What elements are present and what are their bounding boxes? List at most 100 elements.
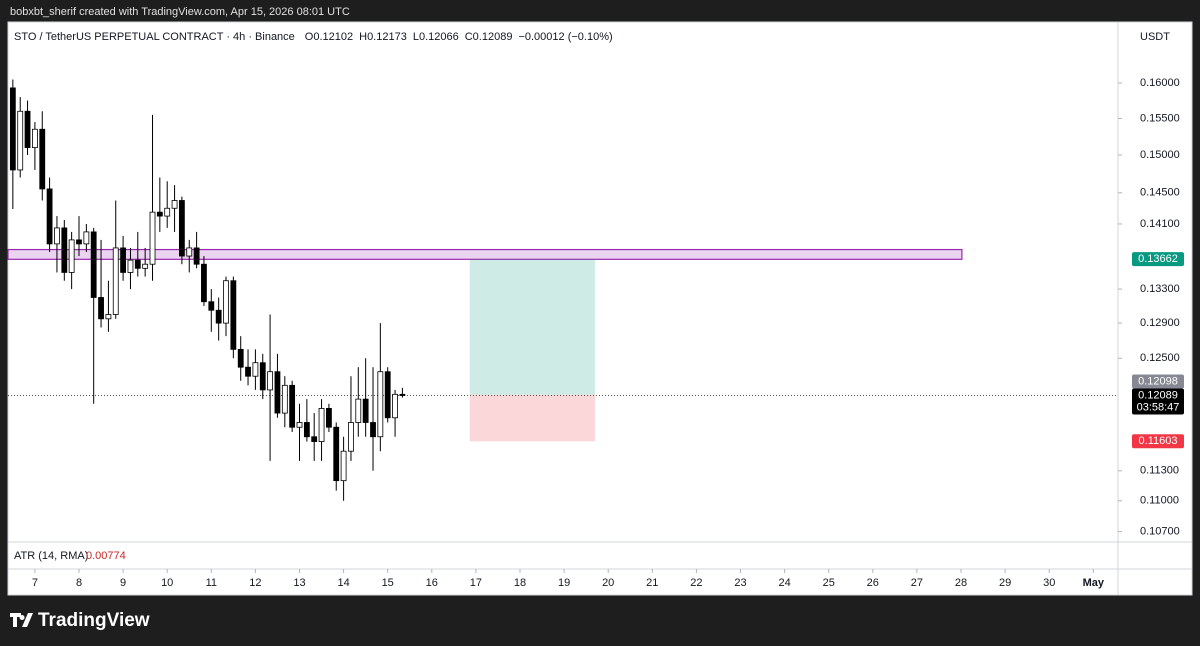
candle-body (172, 200, 177, 208)
candle-body (165, 208, 170, 216)
x-tick-label: 7 (32, 577, 38, 589)
x-tick-label: 24 (778, 577, 790, 589)
x-tick-label: 17 (470, 577, 482, 589)
candle-body (282, 385, 287, 413)
candle-body (378, 372, 383, 437)
candle-body (187, 248, 192, 256)
candle-body (128, 260, 133, 272)
candle-body (312, 437, 317, 442)
x-tick-label: 20 (602, 577, 614, 589)
candle-body (290, 385, 295, 427)
legend-close: C0.12089 (465, 31, 513, 43)
candle-body (40, 129, 45, 189)
candle-body (304, 422, 309, 436)
legend-high: H0.12173 (359, 31, 407, 43)
y-tick-label: 0.10700 (1140, 525, 1180, 537)
x-tick-label: 12 (249, 577, 261, 589)
x-tick-label: 25 (823, 577, 835, 589)
indicator-name: ATR (14, RMA) (14, 550, 88, 562)
candle-body (385, 372, 390, 418)
x-tick-label: May (1083, 577, 1105, 589)
candle-body (77, 240, 82, 244)
y-tick-label: 0.12500 (1140, 352, 1180, 364)
y-tick-label: 0.14100 (1140, 218, 1180, 230)
y-tick-label: 0.16000 (1140, 77, 1180, 89)
candle-body (135, 260, 140, 268)
x-tick-label: 8 (76, 577, 82, 589)
candle-body (32, 129, 37, 147)
candle-body (268, 372, 273, 390)
candle-body (341, 451, 346, 480)
candle-body (348, 422, 353, 451)
candle-body (363, 399, 368, 422)
candle-body (246, 367, 251, 376)
symbol-title: STO / TetherUS PERPETUAL CONTRACT · 4h ·… (14, 31, 295, 43)
candle-body (47, 189, 52, 244)
x-tick-label: 11 (206, 577, 217, 589)
x-tick-label: 13 (293, 577, 305, 589)
candle-body (113, 248, 118, 315)
candle-body (143, 264, 148, 268)
legend-open: O0.12102 (305, 31, 353, 43)
x-tick-label: 27 (911, 577, 923, 589)
currency: USDT (1140, 31, 1170, 43)
candle-body (253, 363, 258, 377)
entry-price-label: 0.12098 (1138, 375, 1178, 387)
candle-body (201, 264, 206, 302)
candle-body (356, 399, 361, 422)
candle-body (216, 310, 221, 323)
x-tick-label: 10 (161, 577, 173, 589)
candle-body (69, 240, 74, 273)
y-tick-label: 0.12900 (1140, 317, 1180, 329)
candle-body (400, 394, 405, 395)
candle-body (231, 281, 236, 350)
stop-price-label: 0.11603 (1139, 435, 1178, 447)
candle-body (371, 422, 376, 436)
candle-body (194, 248, 199, 264)
brand-logo (10, 613, 33, 627)
x-tick-label: 18 (514, 577, 526, 589)
x-tick-label: 26 (867, 577, 879, 589)
x-tick-label: 21 (646, 577, 658, 589)
loss-area (470, 395, 595, 442)
candle-body (260, 363, 265, 390)
candle-body (121, 248, 126, 273)
indicator-value: 0.00774 (86, 550, 126, 562)
candle-body (84, 232, 89, 244)
x-tick-label: 30 (1043, 577, 1055, 589)
y-tick-label: 0.11300 (1140, 465, 1179, 477)
brand-name: TradingView (38, 610, 150, 631)
y-tick-label: 0.11000 (1140, 495, 1179, 507)
y-tick-label: 0.14500 (1140, 187, 1180, 199)
x-tick-label: 19 (558, 577, 570, 589)
candle-body (99, 297, 104, 318)
x-tick-label: 16 (426, 577, 438, 589)
x-tick-label: 9 (120, 577, 126, 589)
candle-body (106, 315, 111, 319)
y-tick-label: 0.15500 (1140, 112, 1180, 124)
x-tick-label: 14 (337, 577, 349, 589)
x-tick-label: 28 (955, 577, 967, 589)
y-tick-label: 0.15000 (1140, 149, 1180, 161)
candle-body (25, 111, 30, 147)
x-tick-label: 29 (999, 577, 1011, 589)
candle-body (393, 394, 398, 417)
credit: bobxbt_sherif created with TradingView.c… (10, 6, 350, 18)
candle-body (326, 408, 331, 427)
page: {"credit": "bobxbt_sherif created with T… (0, 0, 1200, 646)
x-tick-label: 22 (690, 577, 702, 589)
chart-header: STO / TetherUS PERPETUAL CONTRACT · 4h ·… (14, 31, 613, 43)
y-tick-label: 0.13300 (1140, 283, 1180, 295)
legend-change: −0.00012 (−0.10%) (518, 31, 612, 43)
candle-body (54, 228, 59, 244)
x-tick-label: 15 (382, 577, 394, 589)
candle-body (334, 427, 339, 480)
candle-body (157, 212, 162, 216)
chart-pane (8, 22, 1192, 595)
candle-body (10, 88, 15, 170)
candle-body (319, 408, 324, 441)
candle-body (62, 228, 67, 273)
candle-body (209, 302, 214, 311)
candle-body (91, 232, 96, 298)
candle-body (297, 422, 302, 427)
